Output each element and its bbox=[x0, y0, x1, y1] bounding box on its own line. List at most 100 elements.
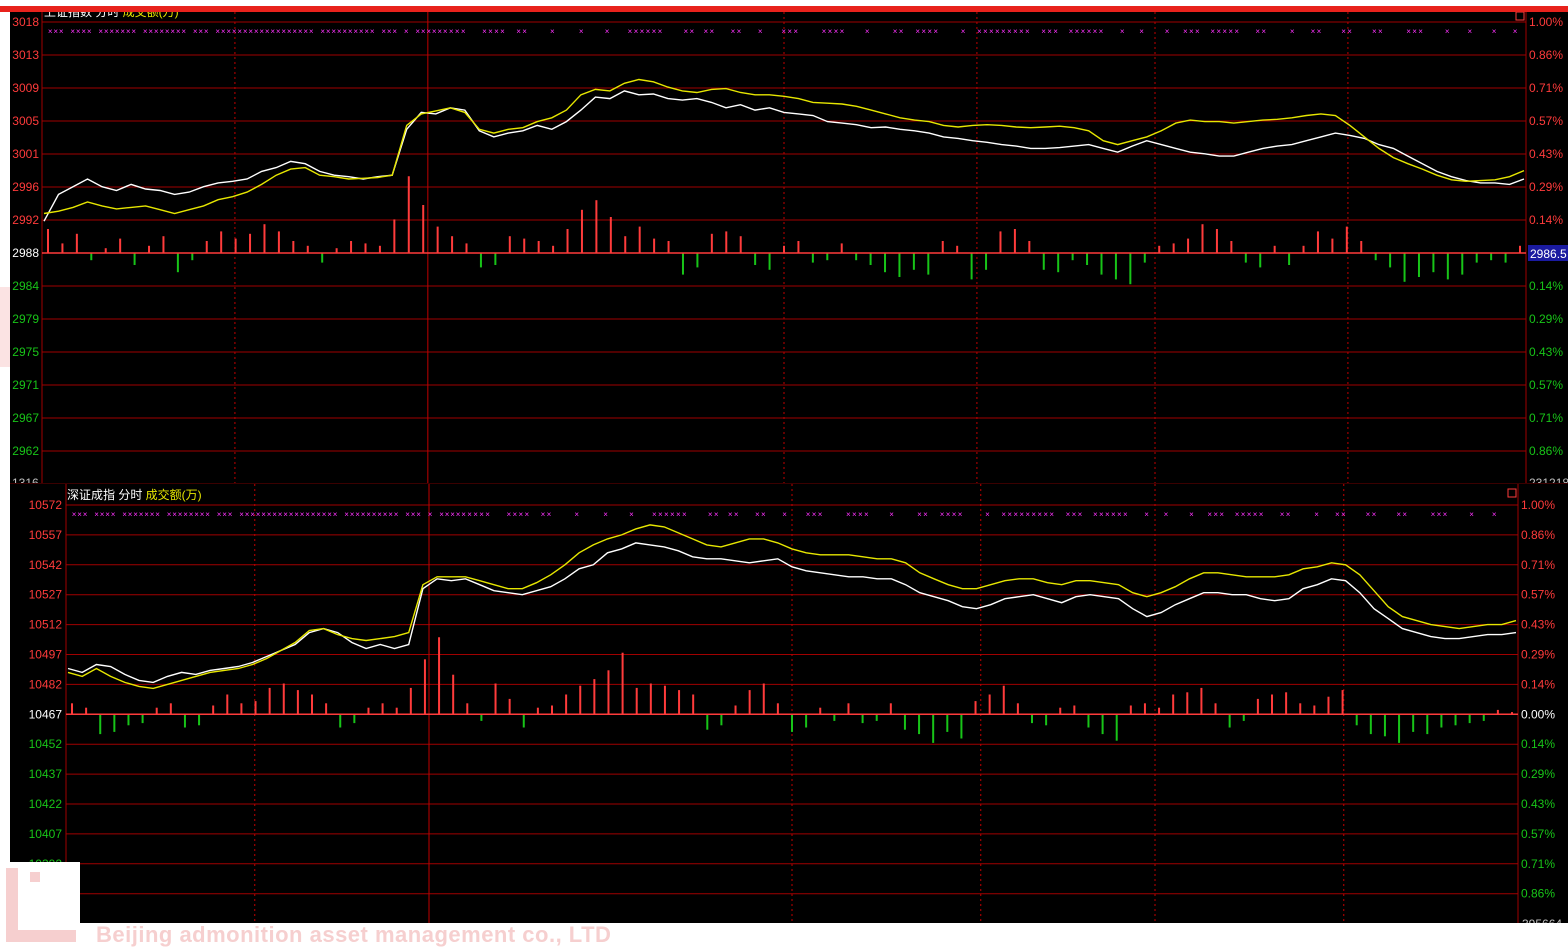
signal-mark: × bbox=[1378, 27, 1383, 36]
signal-mark: × bbox=[194, 510, 199, 519]
signal-mark: × bbox=[377, 510, 382, 519]
signal-mark: × bbox=[995, 27, 1000, 36]
signal-mark: × bbox=[331, 27, 336, 36]
bottom-right-label: 231218 bbox=[1529, 476, 1568, 483]
signal-mark: × bbox=[479, 510, 484, 519]
signal-mark: × bbox=[111, 510, 116, 519]
y-tick-left: 10437 bbox=[29, 767, 63, 781]
signal-mark: × bbox=[120, 27, 125, 36]
signal-mark: × bbox=[628, 27, 633, 36]
signal-mark: × bbox=[170, 27, 175, 36]
signal-mark: × bbox=[421, 27, 426, 36]
signal-mark: × bbox=[1492, 27, 1497, 36]
signal-mark: × bbox=[298, 27, 303, 36]
signal-mark: × bbox=[522, 27, 527, 36]
y-tick-left: 2984 bbox=[12, 279, 39, 293]
signal-mark: × bbox=[1144, 510, 1149, 519]
y-tick-left: 10452 bbox=[29, 737, 63, 751]
signal-mark: × bbox=[781, 27, 786, 36]
y-tick-left: 3018 bbox=[12, 15, 39, 29]
signal-mark: × bbox=[265, 27, 270, 36]
signal-mark: × bbox=[276, 27, 281, 36]
y-tick-right: 0.43% bbox=[1521, 797, 1555, 811]
sz-index-intraday-panel[interactable]: 10572 10557 10542 10527 10512 10497 10482 10467… bbox=[10, 483, 1568, 923]
signal-mark: × bbox=[1099, 510, 1104, 519]
signal-mark: × bbox=[1228, 27, 1233, 36]
signal-mark: × bbox=[1025, 510, 1030, 519]
sz-index-chart: 10572 10557 10542 10527 10512 10497 10482 10467… bbox=[18, 484, 1562, 923]
signal-mark: × bbox=[1335, 510, 1340, 519]
signal-mark: × bbox=[507, 510, 512, 519]
signal-mark: × bbox=[411, 510, 416, 519]
panel-corner-icon bbox=[1515, 12, 1525, 21]
signal-mark: × bbox=[787, 27, 792, 36]
signal-mark: × bbox=[1019, 510, 1024, 519]
signal-mark: × bbox=[793, 27, 798, 36]
signal-mark: × bbox=[961, 27, 966, 36]
signal-mark: × bbox=[443, 27, 448, 36]
signal-mark: × bbox=[1317, 27, 1322, 36]
signal-mark: × bbox=[1001, 510, 1006, 519]
y-tick-left: 3013 bbox=[12, 48, 39, 62]
y-tick-right: 0.14% bbox=[1521, 677, 1555, 691]
signal-mark: × bbox=[1437, 510, 1442, 519]
series-line-price bbox=[67, 542, 1517, 684]
signal-mark: × bbox=[1031, 510, 1036, 519]
signal-mark: × bbox=[1372, 27, 1377, 36]
signal-mark: × bbox=[1210, 27, 1215, 36]
y-tick-right: 0.14% bbox=[1529, 213, 1563, 227]
signal-mark: × bbox=[652, 27, 657, 36]
signal-mark: × bbox=[1412, 27, 1417, 36]
signal-mark: × bbox=[366, 510, 371, 519]
signal-mark: × bbox=[48, 27, 53, 36]
signal-mark: × bbox=[893, 27, 898, 36]
signal-mark: × bbox=[278, 510, 283, 519]
signal-mark: × bbox=[1247, 510, 1252, 519]
signal-mark: × bbox=[70, 27, 75, 36]
signal-mark: × bbox=[1123, 510, 1128, 519]
signal-mark: × bbox=[985, 510, 990, 519]
signal-mark: × bbox=[864, 510, 869, 519]
y-tick-left: 10557 bbox=[29, 528, 63, 542]
signal-mark: × bbox=[1078, 510, 1083, 519]
panel-title: 上证指数 分时 成交额(万) bbox=[44, 12, 179, 19]
signal-mark: × bbox=[1007, 27, 1012, 36]
signal-mark: × bbox=[1396, 510, 1401, 519]
signal-mark: × bbox=[228, 510, 233, 519]
signal-mark: × bbox=[222, 510, 227, 519]
signal-mark: × bbox=[1075, 27, 1080, 36]
signal-mark: × bbox=[155, 510, 160, 519]
signal-mark: × bbox=[1314, 510, 1319, 519]
signal-mark: × bbox=[467, 510, 472, 519]
signal-mark: × bbox=[640, 27, 645, 36]
signal-mark: × bbox=[958, 510, 963, 519]
signal-mark: × bbox=[104, 27, 109, 36]
watermark-text: Beijing admonition asset management co.,… bbox=[96, 922, 612, 947]
price-tag: 2986.5 bbox=[1530, 247, 1567, 261]
y-tick-left: 10542 bbox=[29, 558, 63, 572]
signal-mark: × bbox=[405, 510, 410, 519]
signal-mark: × bbox=[761, 510, 766, 519]
panel-title-text: 上证指数 分时 bbox=[44, 12, 119, 19]
signal-mark: × bbox=[927, 27, 932, 36]
signal-mark: × bbox=[81, 27, 86, 36]
signal-mark: × bbox=[176, 27, 181, 36]
signal-mark: × bbox=[525, 510, 530, 519]
signal-mark: × bbox=[989, 27, 994, 36]
signal-mark: × bbox=[664, 510, 669, 519]
signal-mark: × bbox=[248, 27, 253, 36]
y-tick-right: 0.57% bbox=[1521, 827, 1555, 841]
signal-mark: × bbox=[1255, 27, 1260, 36]
signal-mark: × bbox=[737, 27, 742, 36]
signal-mark: × bbox=[139, 510, 144, 519]
sh-index-intraday-panel[interactable]: 3018 3013 3009 3005 3001 2996 2992 2988 2984 2979… bbox=[10, 12, 1568, 483]
signal-mark: × bbox=[128, 510, 133, 519]
signal-mark: × bbox=[355, 510, 360, 519]
signal-mark: × bbox=[1207, 510, 1212, 519]
signal-mark: × bbox=[917, 510, 922, 519]
signal-mark: × bbox=[316, 510, 321, 519]
signal-mark: × bbox=[59, 27, 64, 36]
signal-mark: × bbox=[98, 27, 103, 36]
signal-mark: × bbox=[381, 27, 386, 36]
y-tick-left: 2967 bbox=[12, 411, 39, 425]
